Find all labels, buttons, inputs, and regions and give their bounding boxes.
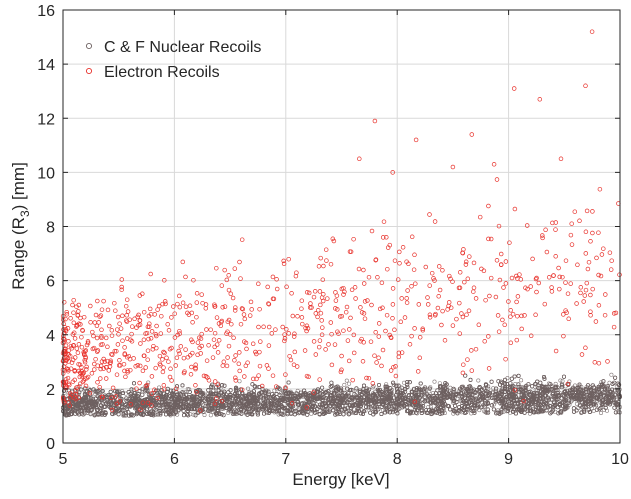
chart: 5678910 0246810121416 Energy [keV] Range… xyxy=(0,0,631,494)
scatter-plot: 5678910 0246810121416 Energy [keV] Range… xyxy=(0,0,631,494)
